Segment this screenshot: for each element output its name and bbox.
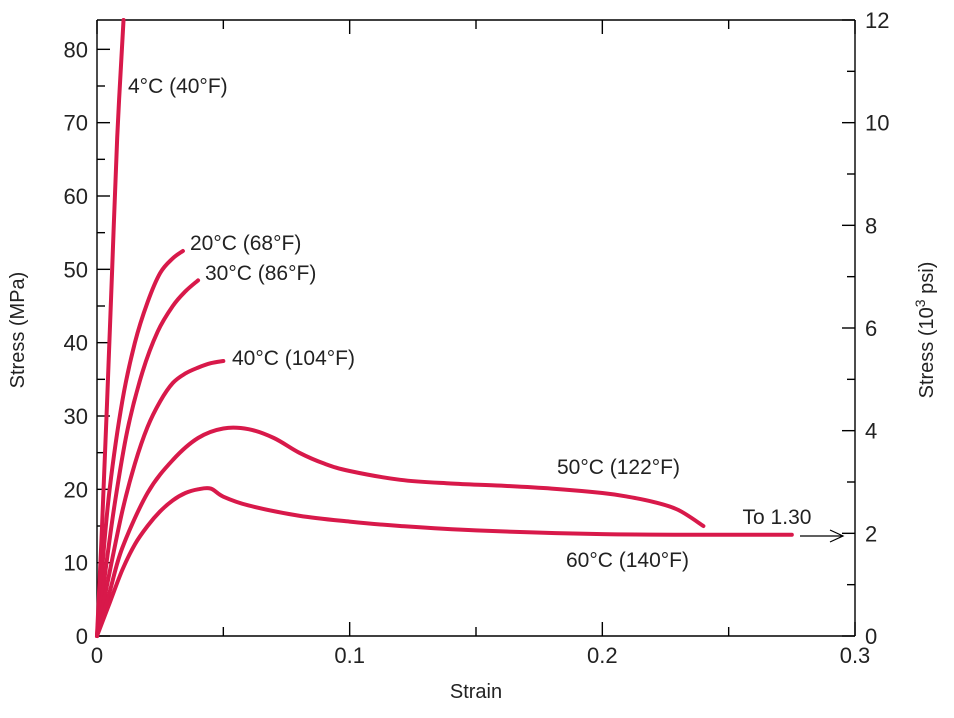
x-tick-label: 0.3 — [840, 643, 871, 668]
y-axis-label: Stress (MPa) — [7, 272, 29, 389]
y-tick-label: 30 — [64, 404, 88, 429]
y-tick-label: 50 — [64, 257, 88, 282]
curve-series-2 — [95, 249, 185, 638]
curve-series-3 — [95, 278, 201, 638]
curve-label-series-4: 40°C (104°F) — [232, 347, 355, 370]
plot-area — [96, 19, 856, 637]
y-tick-label: 0 — [76, 624, 88, 649]
y2-axis-label: Stress (103 psi) — [912, 262, 938, 399]
curve-label-series-5: 50°C (122°F) — [557, 456, 680, 479]
curve-series-5 — [95, 425, 706, 638]
curve-series-6 — [95, 486, 794, 638]
x-tick-label: 0.1 — [334, 643, 365, 668]
y-tick-label: 70 — [64, 111, 88, 136]
curve-label-series-6: 60°C (140°F) — [566, 549, 689, 572]
curve-series-1 — [95, 18, 126, 638]
x-tick-label: 0 — [91, 643, 103, 668]
to-130-arrow-head — [829, 529, 845, 543]
y-tick-label: 20 — [64, 477, 88, 502]
curve-labels: 4°C (40°F) 20°C (68°F) 30°C (86°F) 40°C (10… — [128, 75, 689, 572]
x-tick-label: 0.2 — [587, 643, 618, 668]
y2-tick-label: 6 — [865, 316, 877, 341]
y2-tick-label: 0 — [865, 624, 877, 649]
y2-tick-label: 12 — [865, 8, 889, 33]
y2-axis-ticks: 0 2 4 6 8 10 12 — [842, 8, 889, 649]
curve-label-series-2: 20°C (68°F) — [190, 232, 301, 255]
curve-label-series-1: 4°C (40°F) — [128, 75, 228, 98]
to-130-label: To 1.30 — [743, 506, 812, 529]
to-130-annotation: To 1.30 — [743, 506, 845, 543]
x-axis-ticks: 0 0.1 0.2 0.3 — [91, 20, 870, 668]
y-tick-label: 10 — [64, 551, 88, 576]
y-tick-label: 80 — [64, 37, 88, 62]
y-axis-ticks: 0 10 20 30 40 50 60 70 80 — [64, 37, 110, 649]
curve-series-4 — [95, 359, 226, 638]
y2-tick-label: 4 — [865, 419, 877, 444]
curve-label-series-3: 30°C (86°F) — [205, 262, 316, 285]
x-axis-label: Strain — [450, 681, 502, 703]
curves — [95, 18, 794, 638]
y-tick-label: 40 — [64, 331, 88, 356]
y2-tick-label: 10 — [865, 111, 889, 136]
y2-tick-label: 2 — [865, 521, 877, 546]
y-tick-label: 60 — [64, 184, 88, 209]
y2-tick-label: 8 — [865, 213, 877, 238]
